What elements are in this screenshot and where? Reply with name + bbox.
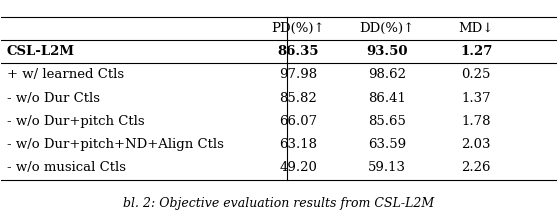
Text: PD(%)↑: PD(%)↑: [272, 22, 325, 35]
Text: MD↓: MD↓: [459, 22, 494, 35]
Text: 2.26: 2.26: [461, 161, 491, 174]
Text: 1.37: 1.37: [461, 92, 491, 104]
Text: 66.07: 66.07: [280, 115, 318, 128]
Text: - w/o Dur+pitch Ctls: - w/o Dur+pitch Ctls: [7, 115, 145, 128]
Text: 2.03: 2.03: [461, 138, 491, 151]
Text: 63.59: 63.59: [368, 138, 406, 151]
Text: 93.50: 93.50: [367, 45, 408, 58]
Text: + w/ learned Ctls: + w/ learned Ctls: [7, 68, 124, 81]
Text: 97.98: 97.98: [280, 68, 318, 81]
Text: 86.41: 86.41: [368, 92, 406, 104]
Text: 85.65: 85.65: [368, 115, 406, 128]
Text: 1.78: 1.78: [461, 115, 491, 128]
Text: - w/o Dur Ctls: - w/o Dur Ctls: [7, 92, 100, 104]
Text: 85.82: 85.82: [280, 92, 318, 104]
Text: - w/o musical Ctls: - w/o musical Ctls: [7, 161, 126, 174]
Text: 49.20: 49.20: [280, 161, 318, 174]
Text: DD(%)↑: DD(%)↑: [360, 22, 415, 35]
Text: 98.62: 98.62: [368, 68, 406, 81]
Text: 0.25: 0.25: [461, 68, 491, 81]
Text: 59.13: 59.13: [368, 161, 406, 174]
Text: - w/o Dur+pitch+ND+Align Ctls: - w/o Dur+pitch+ND+Align Ctls: [7, 138, 224, 151]
Text: 1.27: 1.27: [460, 45, 492, 58]
Text: 86.35: 86.35: [278, 45, 319, 58]
Text: bl. 2: Objective evaluation results from CSL-L2M: bl. 2: Objective evaluation results from…: [123, 197, 435, 210]
Text: 63.18: 63.18: [280, 138, 318, 151]
Text: CSL-L2M: CSL-L2M: [7, 45, 75, 58]
